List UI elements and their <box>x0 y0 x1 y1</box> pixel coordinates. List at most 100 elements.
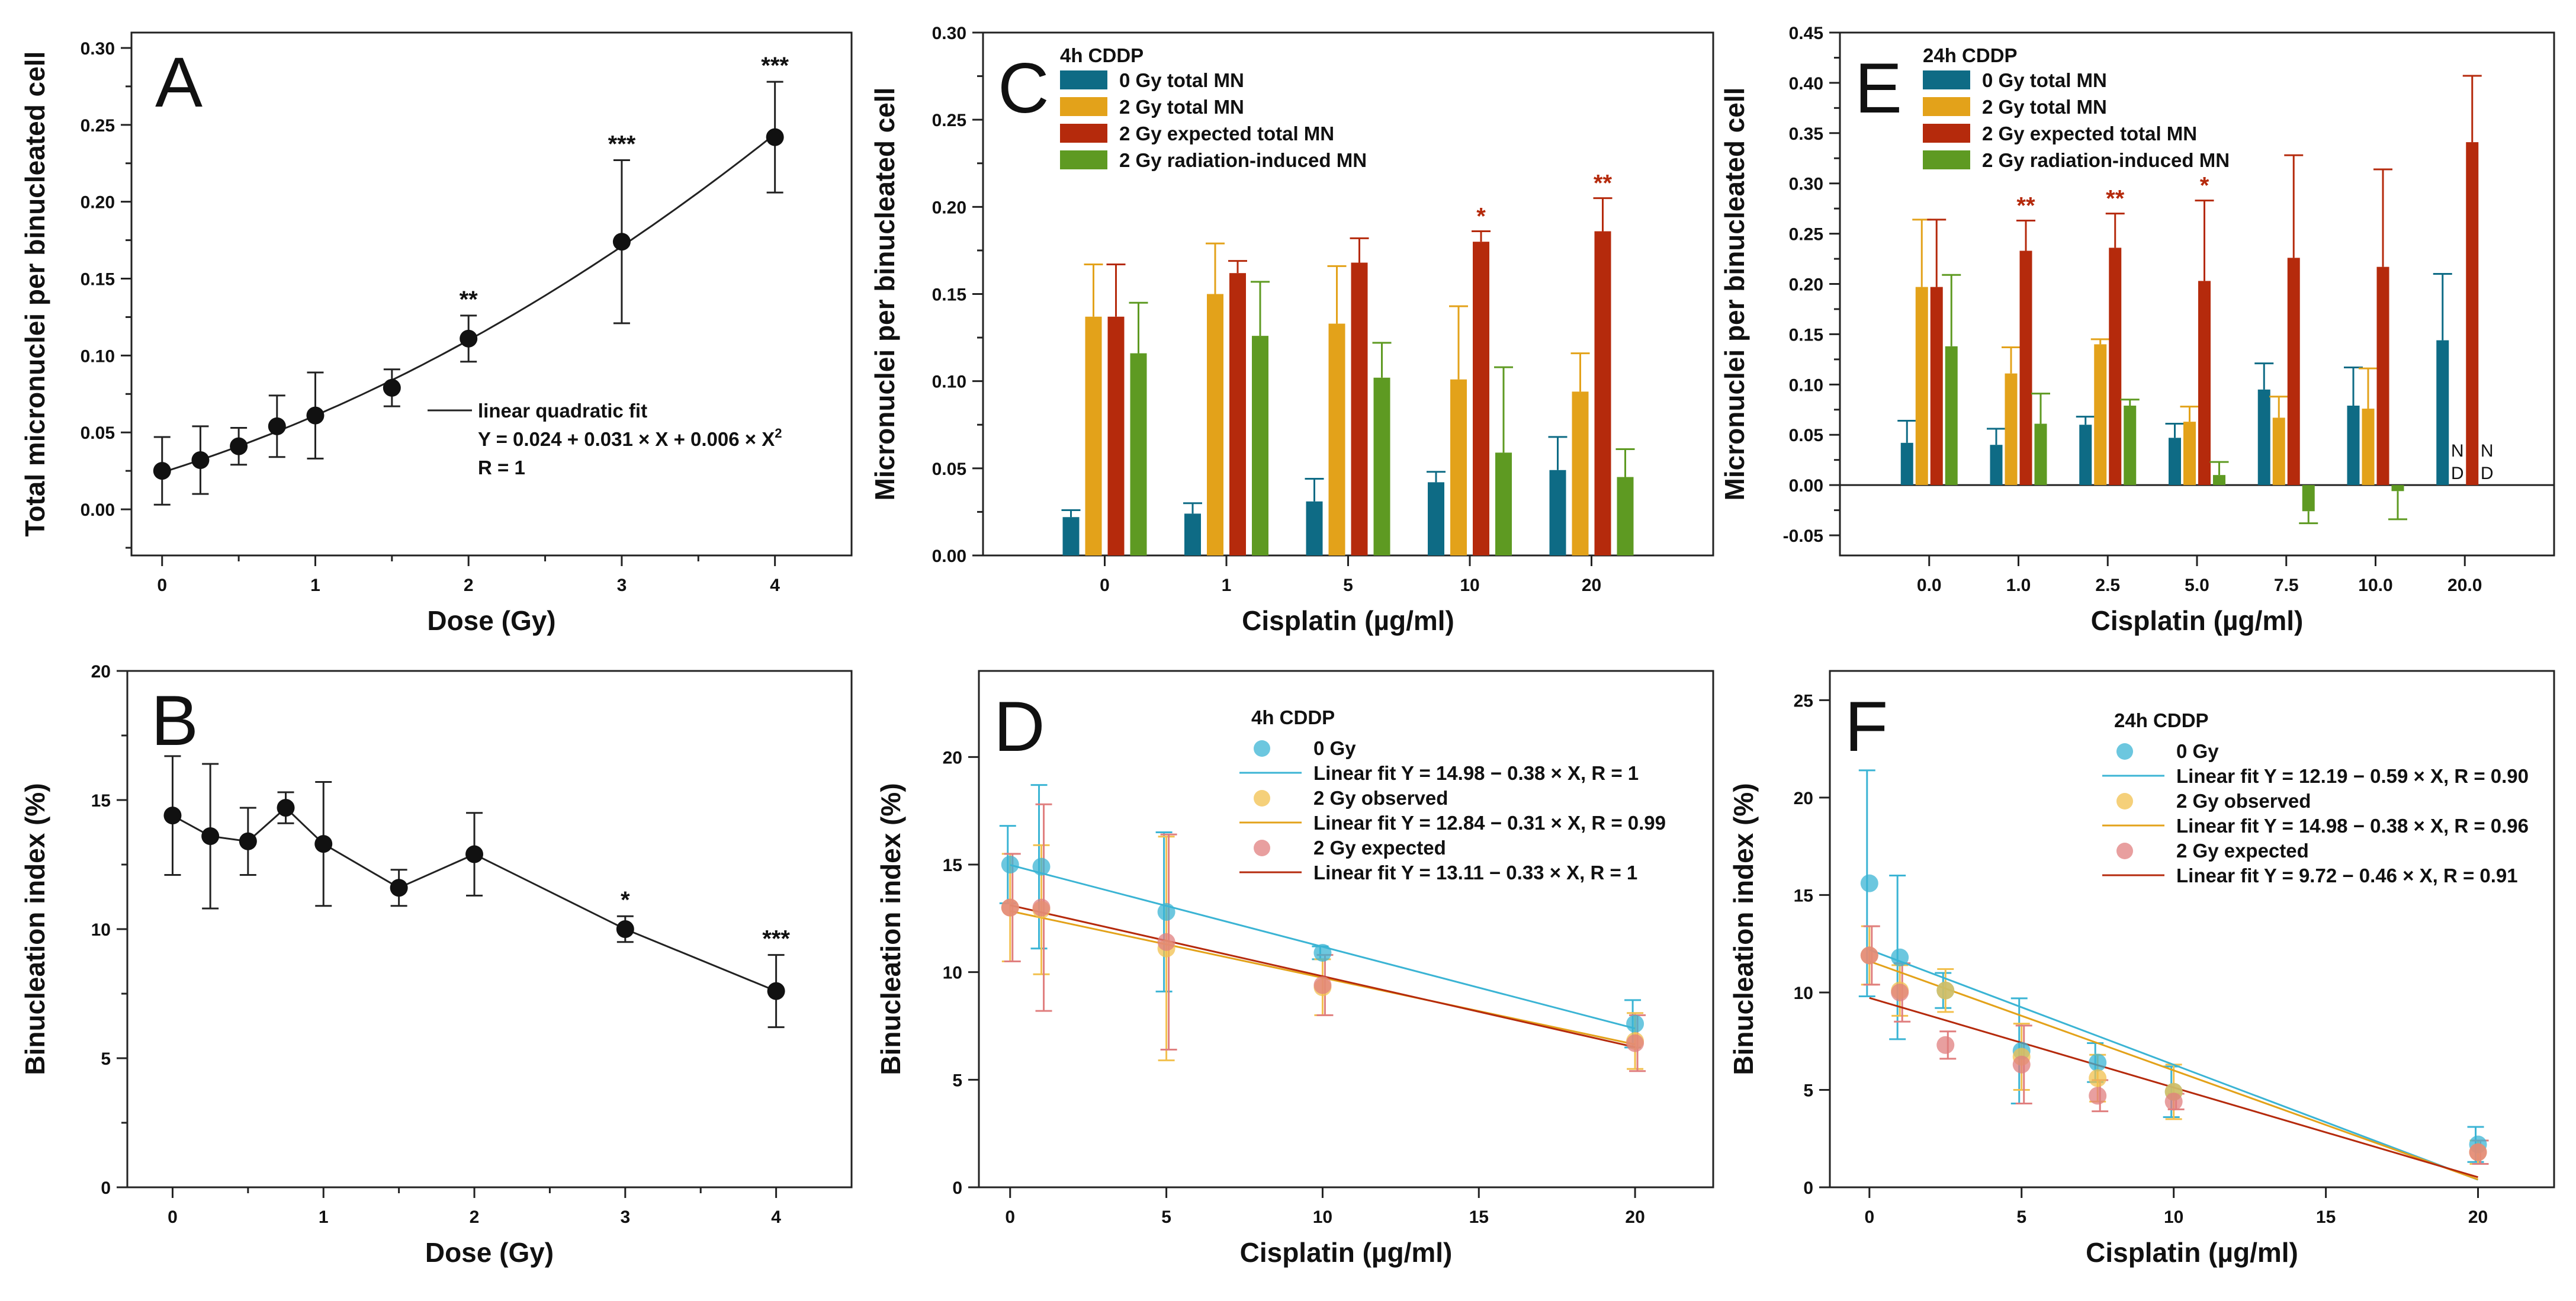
y-axis-title: Binucleation index (%) <box>1728 783 1759 1075</box>
x-tick-label: 0 <box>157 576 167 595</box>
bar-2-gy-expected-total-mn <box>1107 316 1125 555</box>
y-tick-label: 0.15 <box>932 285 966 305</box>
fit-r-value: R = 1 <box>478 457 525 478</box>
bar-2-gy-expected-total-mn <box>1473 242 1489 555</box>
data-point <box>390 879 408 897</box>
legend-fit-label: Linear fit Y = 14.98 − 0.38 × X, R = 0.9… <box>2176 815 2529 837</box>
legend-title: 4h CDDP <box>1060 44 1144 66</box>
x-tick-label: 0 <box>1100 576 1110 595</box>
y-axis-title: Binucleation index (%) <box>20 783 50 1075</box>
legend-swatch <box>1060 150 1107 169</box>
x-tick-label: 10.0 <box>2358 576 2392 595</box>
legend-label: 0 Gy <box>1313 737 1356 759</box>
y-tick-label: 0.40 <box>1789 74 1823 94</box>
significance-marker: *** <box>761 53 789 79</box>
legend-title: 4h CDDP <box>1251 706 1335 728</box>
legend-swatch <box>1923 97 1970 116</box>
legend-fit-label: Linear fit Y = 13.11 − 0.33 × X, R = 1 <box>1313 862 1637 884</box>
panel-label: F <box>1845 687 1888 766</box>
data-point-0-gy <box>1626 1014 1644 1033</box>
legend-label: 0 Gy total MN <box>1119 69 1244 91</box>
bar-2-gy-total-mn <box>1572 391 1589 555</box>
bar-2-gy-radiation-induced-mn <box>1617 477 1634 555</box>
x-tick-label: 2 <box>470 1207 480 1227</box>
x-tick-label: 10 <box>1460 576 1479 595</box>
x-tick-label: 1 <box>310 576 320 595</box>
bar-2-gy-radiation-induced-mn <box>2034 423 2047 486</box>
bar-0-gy-total-mn <box>2347 405 2360 486</box>
legend-swatch <box>1060 70 1107 89</box>
bar-2-gy-expected-total-mn <box>2109 248 2122 486</box>
panel-label: C <box>998 49 1049 128</box>
significance-marker: * <box>2200 173 2209 199</box>
y-tick-label: 0.00 <box>1789 476 1823 496</box>
data-point-0-gy <box>1157 902 1175 921</box>
bar-2-gy-total-mn <box>1915 287 1928 486</box>
x-tick-label: 1.0 <box>2006 576 2031 595</box>
panel-b: 0 5 10 15 20 0 1 2 3 4 Dose (Gy) Binucleation index… <box>20 662 853 1268</box>
data-point-0-gy <box>1032 857 1051 876</box>
legend-fit-label: Linear fit Y = 14.98 − 0.38 × X, R = 1 <box>1313 762 1639 784</box>
y-tick-label: 0 <box>1803 1178 1813 1198</box>
data-point <box>460 329 478 348</box>
x-tick-label: 20 <box>1625 1207 1644 1227</box>
x-tick-label: 1 <box>319 1207 329 1227</box>
bar-0-gy-total-mn <box>2257 389 2270 486</box>
y-tick-label: 0.30 <box>1789 175 1823 194</box>
bar-2-gy-total-mn <box>2362 409 2375 486</box>
x-tick-label: 5 <box>2016 1207 2026 1227</box>
bar-2-gy-radiation-induced-mn <box>2391 485 2404 492</box>
y-tick-label: 10 <box>943 963 962 983</box>
nd-label: D <box>2481 464 2494 483</box>
x-axis-title: Cisplatin (µg/ml) <box>2086 1237 2298 1268</box>
data-point <box>306 406 325 425</box>
x-tick-label: 10 <box>2164 1207 2183 1227</box>
data-point-2-gy-expected <box>1936 1036 1955 1054</box>
y-tick-label: 15 <box>1794 886 1813 905</box>
bar-0-gy-total-mn <box>1428 482 1444 555</box>
panel-label: A <box>155 43 203 122</box>
y-tick-label: 0.25 <box>1789 225 1823 245</box>
y-tick-label: 0.00 <box>932 547 966 566</box>
bar-2-gy-radiation-induced-mn <box>2124 405 2137 486</box>
y-axis-title: Binucleation index (%) <box>875 783 906 1075</box>
bar-2-gy-total-mn <box>2094 344 2107 486</box>
legend-fit-label: Linear fit Y = 12.84 − 0.31 × X, R = 0.9… <box>1313 812 1666 834</box>
y-tick-label: 0.05 <box>81 423 115 443</box>
legend-label: 2 Gy radiation-induced MN <box>1119 149 1367 171</box>
x-tick-label: 4 <box>771 1207 781 1227</box>
legend-title: 24h CDDP <box>1923 44 2018 66</box>
plot-frame <box>1829 670 2555 1188</box>
bar-2-gy-expected-total-mn <box>1594 231 1611 555</box>
x-tick-label: 0 <box>1005 1207 1015 1227</box>
y-tick-label: 20 <box>1794 789 1813 808</box>
x-tick-label: 20.0 <box>2447 576 2482 595</box>
legend-label: 2 Gy total MN <box>1982 96 2107 118</box>
legend-fit-label: Linear fit Y = 12.19 − 0.59 × X, R = 0.9… <box>2176 765 2529 787</box>
panel-d: 0 5 10 15 20 0 5 10 15 20 Cisplatin (µg/ml) Binucle… <box>875 670 1714 1268</box>
panel-f: 0 5 10 15 20 25 0 5 10 15 20 Cisplatin (µg/ml) Binuc… <box>1728 670 2555 1268</box>
legend-swatch <box>1923 150 1970 169</box>
x-tick-label: 4 <box>770 576 780 595</box>
data-point <box>201 827 220 846</box>
legend-label: 2 Gy total MN <box>1119 96 1244 118</box>
y-tick-label: 0.10 <box>1789 375 1823 395</box>
legend-label: 2 Gy expected total MN <box>1982 123 2197 144</box>
y-tick-label: 0.45 <box>1789 24 1823 43</box>
bar-0-gy-total-mn <box>1549 470 1566 555</box>
x-tick-label: 15 <box>2316 1207 2336 1227</box>
bar-2-gy-total-mn <box>1328 323 1345 555</box>
bar-0-gy-total-mn <box>2169 438 2181 486</box>
data-point <box>465 845 484 863</box>
y-axis-title: Micronuclei per binucleated cell <box>1719 88 1750 501</box>
bar-2-gy-expected-total-mn <box>1229 273 1246 555</box>
data-point <box>767 982 785 1000</box>
x-tick-label: 10 <box>1313 1207 1332 1227</box>
bar-0-gy-total-mn <box>1306 501 1323 555</box>
bar-2-gy-expected-total-mn <box>2198 281 2211 486</box>
data-point <box>153 462 171 480</box>
bar-2-gy-radiation-induced-mn <box>1130 353 1147 555</box>
y-tick-label: 0.30 <box>932 24 966 43</box>
data-point <box>383 378 401 397</box>
x-axis-title: Cisplatin (µg/ml) <box>2091 605 2304 636</box>
